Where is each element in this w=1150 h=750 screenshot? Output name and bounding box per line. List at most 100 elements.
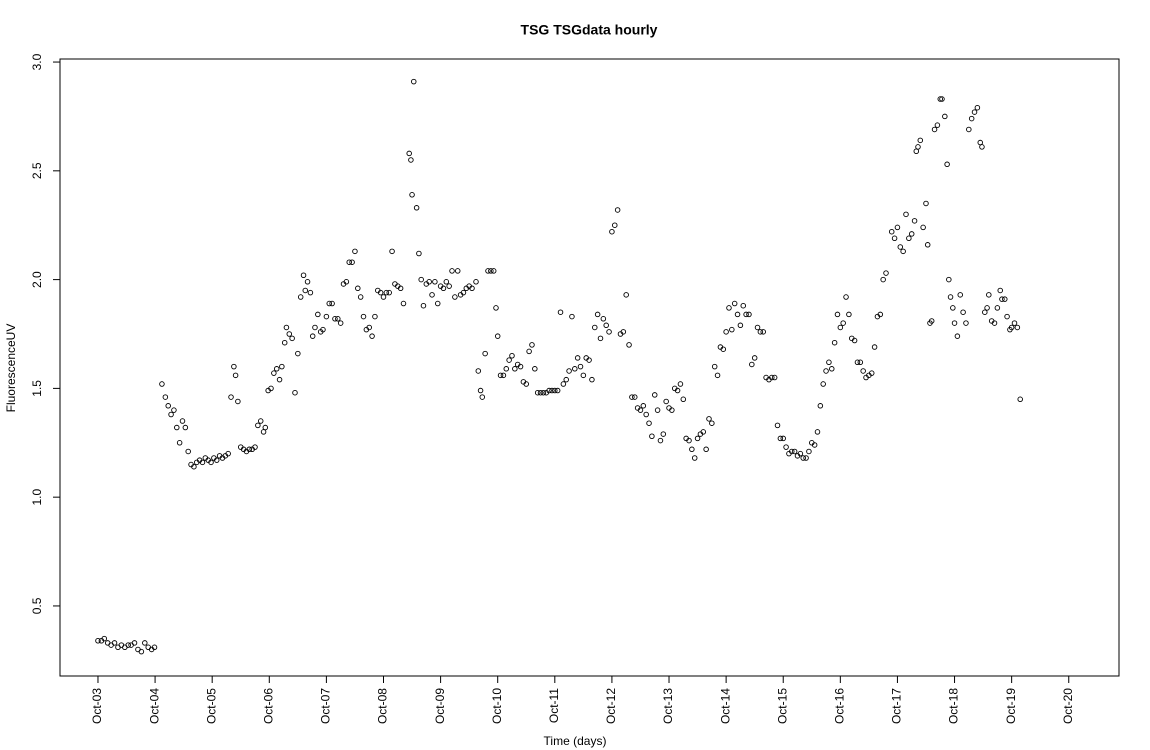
data-point (612, 222, 618, 228)
data-point (566, 368, 572, 374)
data-point (446, 283, 452, 289)
data-point (820, 381, 826, 387)
data-point (343, 279, 350, 285)
data-point (546, 387, 552, 394)
data-point (302, 287, 309, 294)
data-point (968, 115, 975, 122)
y-axis-label: FluorescenceUV (4, 324, 18, 413)
y-tick-label: 3.0 (30, 53, 44, 70)
data-point (806, 448, 812, 455)
data-point (295, 350, 301, 357)
data-point (95, 638, 101, 644)
data-point (357, 294, 364, 300)
data-point (432, 279, 438, 285)
data-point (300, 272, 307, 279)
data-point (569, 313, 575, 320)
data-point (101, 635, 108, 642)
data-point (657, 437, 664, 444)
data-point (174, 424, 180, 431)
data-point (609, 228, 615, 235)
data-point (944, 161, 950, 168)
data-point (235, 398, 241, 405)
data-point (803, 455, 809, 461)
data-point (954, 333, 961, 339)
data-point (517, 363, 524, 370)
data-point (592, 324, 598, 331)
x-tick-label: Oct-13 (661, 688, 675, 724)
data-point (942, 113, 948, 120)
data-point (377, 289, 384, 296)
x-tick-label: Oct-14 (718, 688, 732, 724)
data-point (797, 450, 804, 457)
data-point (366, 324, 372, 331)
data-point (165, 403, 171, 409)
data-point (449, 268, 455, 274)
data-point (654, 407, 661, 413)
data-point (939, 96, 945, 102)
data-point (947, 294, 954, 300)
x-tick-label: Oct-09 (433, 688, 447, 724)
data-point (789, 448, 795, 455)
data-point (271, 370, 277, 376)
data-point (142, 640, 148, 646)
data-point (473, 279, 479, 285)
data-point (416, 250, 422, 257)
data-point (418, 276, 424, 283)
data-point (349, 259, 355, 265)
data-point (440, 285, 447, 292)
data-point (372, 313, 378, 320)
data-point (315, 311, 321, 318)
x-tick-label: Oct-19 (1004, 688, 1018, 724)
data-point (346, 259, 352, 265)
data-point (488, 268, 494, 274)
data-point (273, 366, 280, 372)
chart-title: TSG TSGdata hourly (521, 22, 658, 38)
data-point (304, 279, 311, 285)
data-point (677, 381, 684, 387)
data-point (843, 294, 849, 300)
x-tick-label: Oct-10 (490, 688, 504, 724)
data-point (185, 448, 191, 455)
data-point (443, 279, 450, 285)
data-point (920, 224, 926, 231)
data-point (637, 407, 644, 413)
x-tick-label: Oct-12 (604, 688, 618, 724)
data-point (159, 381, 165, 387)
data-point (711, 363, 718, 370)
data-point (138, 648, 145, 655)
data-point (460, 289, 467, 296)
data-point (1014, 324, 1021, 331)
data-point (225, 450, 231, 457)
data-point (400, 300, 407, 307)
data-point (434, 300, 441, 307)
data-point (497, 372, 504, 379)
data-point (1002, 296, 1008, 302)
data-point (479, 394, 486, 400)
x-tick-label: Oct-17 (890, 688, 904, 724)
data-point (526, 348, 532, 355)
data-point (777, 435, 784, 442)
data-point (915, 144, 921, 150)
data-point (623, 292, 629, 298)
y-tick-label: 0.5 (30, 597, 44, 614)
data-point (680, 396, 687, 403)
data-point (326, 300, 332, 307)
y-tick-label: 2.5 (30, 162, 44, 179)
data-point (883, 270, 889, 276)
data-point (800, 455, 806, 461)
y-tick-label: 1.5 (30, 380, 44, 397)
data-point (751, 355, 758, 361)
data-point (769, 374, 775, 381)
data-point (911, 218, 918, 224)
data-point (826, 359, 832, 366)
data-point (420, 302, 427, 309)
data-point (589, 376, 595, 383)
data-point (703, 446, 709, 453)
data-point (726, 305, 732, 311)
data-point (626, 342, 632, 348)
data-point (774, 422, 781, 429)
data-point (674, 387, 681, 394)
data-point (814, 429, 821, 435)
data-point (979, 144, 985, 150)
data-point (971, 109, 978, 115)
